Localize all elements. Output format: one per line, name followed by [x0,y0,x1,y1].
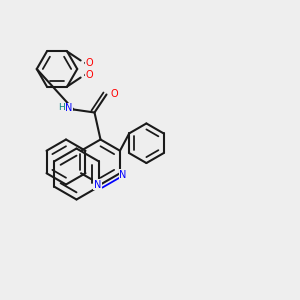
Text: N: N [94,179,101,190]
Text: O: O [86,58,93,68]
Text: H: H [58,103,65,112]
Text: N: N [65,103,73,113]
Text: O: O [110,89,118,100]
Text: O: O [86,70,93,80]
Text: N: N [119,170,127,180]
